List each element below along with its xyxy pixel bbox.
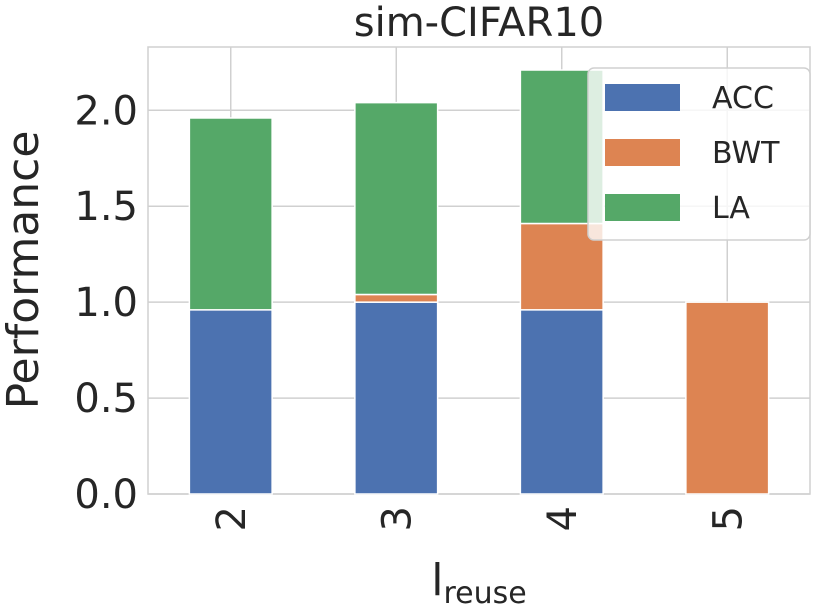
legend: ACC BWT LA <box>587 67 811 241</box>
legend-swatch <box>605 84 680 111</box>
bar-segment <box>188 117 273 311</box>
legend-swatch <box>605 139 680 166</box>
x-axis-label: lreuse <box>431 555 526 607</box>
x-tick-label: 3 <box>374 506 420 531</box>
x-tick-label: 5 <box>705 506 751 531</box>
x-axis-label-subscript: reuse <box>444 576 527 607</box>
x-axis-label-main: l <box>431 555 443 606</box>
bar-segment <box>188 309 273 495</box>
plot-frame <box>147 46 811 495</box>
legend-label: BWT <box>712 136 780 171</box>
y-tick-label: 1.5 <box>74 184 138 230</box>
bar-segment <box>519 309 604 495</box>
x-tick-label: 4 <box>540 506 586 531</box>
y-tick-label: 2.0 <box>74 88 138 134</box>
y-tick-label: 0.5 <box>74 376 138 422</box>
legend-label: LA <box>712 191 750 226</box>
bar-segment <box>354 293 439 303</box>
y-tick-label: 1.0 <box>74 280 138 326</box>
legend-label: ACC <box>712 81 774 116</box>
y-axis-label: Performance <box>0 131 49 410</box>
bar-segment <box>354 301 439 495</box>
y-tick-label: 0.0 <box>74 472 138 518</box>
x-tick-label: 2 <box>209 506 255 531</box>
legend-swatch <box>605 194 680 221</box>
chart-title: sim-CIFAR10 <box>354 0 604 46</box>
bar-segment <box>685 301 770 495</box>
bar-segment <box>354 101 439 296</box>
